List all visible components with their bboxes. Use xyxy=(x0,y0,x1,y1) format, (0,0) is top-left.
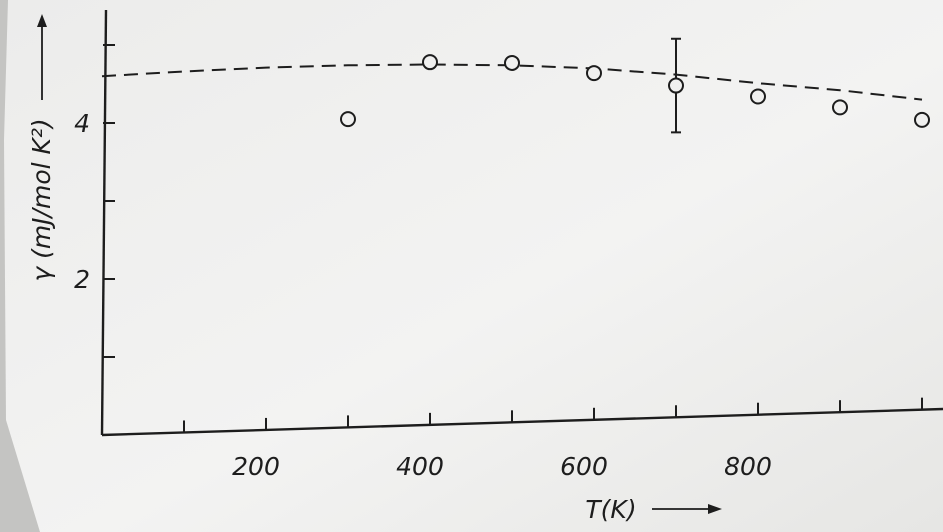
data-point xyxy=(340,111,356,128)
x-axis-title: T(K) xyxy=(585,495,636,524)
y-tick-label: 2 xyxy=(74,265,90,294)
data-point xyxy=(750,88,766,105)
dashed-curve xyxy=(101,63,923,101)
x-tick-label: 400 xyxy=(396,452,444,481)
x-tick-label: 200 xyxy=(232,452,280,481)
x-tick-label: 600 xyxy=(560,452,608,481)
data-point xyxy=(914,111,930,128)
axes xyxy=(100,9,943,437)
fit-curve-line xyxy=(101,63,923,101)
data-point xyxy=(422,54,438,71)
x-ticks: 200 400 600 800 xyxy=(183,397,923,481)
x-axis-line xyxy=(101,407,943,437)
data-point xyxy=(832,99,848,116)
y-axis-title: γ (mJ/mol K²) xyxy=(27,118,56,281)
data-points xyxy=(340,37,930,134)
data-point xyxy=(586,65,602,82)
y-tick-label: 4 xyxy=(74,109,90,138)
y-axis-title-group: γ (mJ/mol K²) xyxy=(27,118,56,281)
data-point xyxy=(668,77,684,94)
paper-sheet xyxy=(4,0,943,532)
x-axis-arrow-icon xyxy=(708,504,722,514)
y-axis-line xyxy=(100,9,108,436)
x-tick-label: 800 xyxy=(724,452,772,481)
y-ticks: 24 xyxy=(74,44,115,358)
data-point xyxy=(504,54,520,71)
y-axis-arrow-icon xyxy=(37,14,47,27)
